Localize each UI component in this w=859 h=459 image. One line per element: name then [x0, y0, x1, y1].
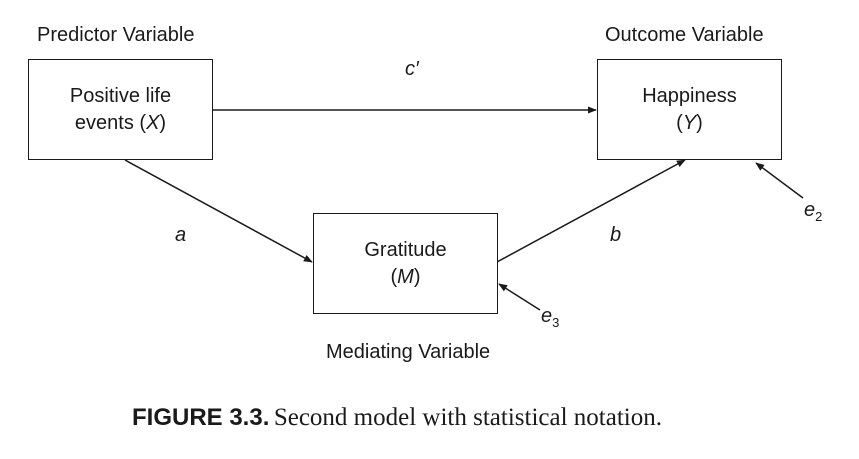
error-term-e2: e2	[804, 199, 822, 224]
node-m-suffix: )	[413, 265, 421, 288]
node-gratitude: Gratitude (M)	[313, 213, 498, 314]
node-m-symbol: M	[397, 265, 414, 288]
node-x-symbol: X	[146, 111, 160, 134]
node-y-line1: Happiness	[642, 84, 737, 107]
error-e2-subscript: 2	[815, 209, 823, 224]
node-y-prefix: (	[676, 111, 683, 134]
node-y-symbol: Y	[682, 111, 697, 134]
node-m-line1: Gratitude	[364, 238, 447, 261]
error-e2-letter: e	[804, 199, 816, 221]
arrow-e3	[498, 283, 541, 311]
node-y-line2: (Y)	[676, 110, 703, 137]
path-label-b: b	[610, 224, 622, 246]
error-term-e3: e3	[541, 305, 559, 330]
node-x-suffix: )	[159, 111, 167, 134]
node-x-line1: Positive life	[69, 84, 172, 107]
figure-caption-text: Second model with statistical notation.	[273, 404, 662, 431]
node-m-line2: (M)	[390, 264, 420, 291]
mediating-variable-heading: Mediating Variable	[326, 341, 491, 363]
error-e3-subscript: 3	[552, 315, 560, 330]
path-label-a: a	[175, 224, 187, 246]
figure-caption-label: FIGURE 3.3.	[132, 404, 270, 431]
node-positive-life-events: Positive life events (X)	[28, 59, 213, 160]
arrow-a	[124, 159, 313, 263]
error-e3-letter: e	[541, 305, 553, 327]
arrow-e2	[755, 162, 804, 199]
node-m-prefix: (	[390, 265, 398, 288]
node-x-line2: events (X)	[75, 110, 166, 137]
node-happiness: Happiness (Y)	[597, 59, 782, 160]
path-label-c-prime: c′	[405, 58, 419, 80]
node-y-suffix: )	[696, 111, 703, 134]
outcome-variable-heading: Outcome Variable	[605, 24, 764, 46]
node-x-prefix: events (	[74, 111, 147, 134]
arrow-b	[496, 159, 686, 263]
figure-caption: FIGURE 3.3. Second model with statistica…	[132, 404, 662, 432]
predictor-variable-heading: Predictor Variable	[37, 24, 195, 46]
